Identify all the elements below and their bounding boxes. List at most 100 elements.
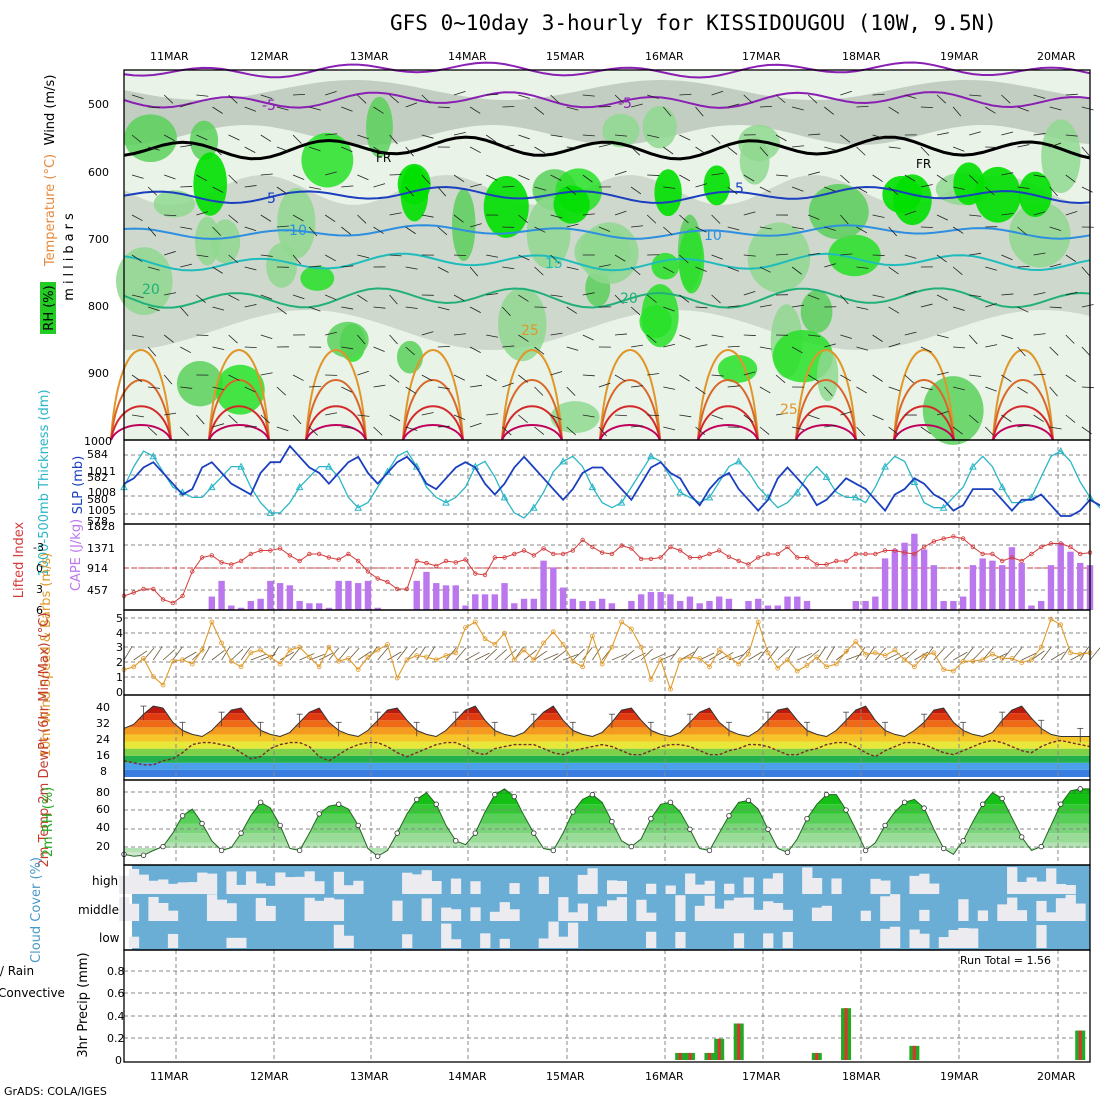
- wind-speed-marker: [619, 619, 625, 625]
- cloud-bar: [802, 867, 813, 894]
- cloud-bar: [314, 900, 325, 921]
- cloud-bar: [763, 933, 774, 948]
- wind-barb: [437, 266, 449, 273]
- wind-tick: 0: [116, 686, 123, 699]
- rh-marker: [550, 847, 557, 854]
- cape-bar: [364, 580, 372, 610]
- rh-green-region: [678, 228, 705, 294]
- precip-tick: 0.2: [107, 1032, 125, 1045]
- wind-barb: [663, 146, 674, 155]
- rh-marker: [570, 809, 576, 815]
- wind-barb: [147, 346, 157, 357]
- wind-barb: [759, 386, 771, 394]
- wind-barb: [1049, 106, 1062, 111]
- wind-barb: [695, 266, 707, 272]
- wind-barb: [920, 346, 932, 353]
- thickness-marker: [529, 503, 538, 511]
- wind-barb: [1060, 646, 1070, 661]
- wind-barb: [572, 648, 585, 661]
- slp-tick: 1011: [88, 465, 116, 478]
- warm-contour-arch: [697, 379, 759, 441]
- cape-bar: [1028, 605, 1035, 610]
- li-marker: [736, 558, 741, 564]
- cape-bar: [276, 583, 284, 610]
- wind-barb: [534, 426, 545, 435]
- wind-barb: [582, 94, 595, 97]
- wind-barb: [147, 306, 160, 312]
- wind-barb: [147, 146, 160, 151]
- wind-speed-marker: [1029, 657, 1034, 663]
- wind-speed-marker: [219, 640, 224, 646]
- cape-bar: [989, 560, 996, 610]
- wind-speed-marker: [941, 667, 947, 672]
- cape-bar: [462, 605, 469, 610]
- wind-barb: [719, 652, 734, 661]
- wind-barb: [630, 146, 641, 156]
- wind-barb: [1033, 211, 1046, 216]
- wind-barb: [953, 386, 965, 391]
- cloud-bar: [714, 908, 725, 921]
- wind-barb: [566, 426, 576, 436]
- wind-barb: [840, 411, 853, 416]
- wind-barb: [212, 146, 222, 156]
- wind-barb: [743, 414, 754, 423]
- wind-barb: [212, 186, 224, 193]
- cape-bar: [452, 585, 459, 610]
- contour-label: 5: [735, 181, 744, 197]
- wind-barb: [566, 266, 579, 271]
- thickness-line: [123, 450, 1100, 519]
- wind-barb: [630, 266, 641, 276]
- wind-barb: [518, 334, 529, 342]
- li-marker: [307, 551, 312, 557]
- wind-barb: [180, 263, 193, 268]
- warm-contour-arch: [599, 424, 661, 441]
- warm-contour-arch: [110, 424, 172, 441]
- wind-barb: [196, 134, 208, 141]
- cape-bar: [1067, 551, 1074, 610]
- wind-barb: [201, 645, 211, 661]
- li-marker: [902, 550, 907, 555]
- wind-barb: [309, 265, 322, 268]
- wind-barb: [695, 306, 708, 309]
- wind-barb: [357, 134, 369, 140]
- wind-barb: [1033, 94, 1046, 99]
- warm-contour-arch: [599, 405, 661, 441]
- rh-marker: [1077, 786, 1083, 792]
- cloud-bar: [685, 873, 696, 894]
- wind-barb: [743, 254, 756, 257]
- thickness-marker: [295, 483, 304, 491]
- wind-barb: [969, 214, 982, 217]
- wind-barb: [162, 649, 176, 661]
- wind-barb: [952, 266, 963, 275]
- wind-speed-marker: [424, 654, 429, 660]
- wind-speed-marker: [853, 639, 859, 644]
- cloud-bar: [353, 880, 364, 894]
- rh-marker: [862, 847, 869, 854]
- li-marker: [814, 562, 819, 567]
- wind-barb: [727, 186, 738, 195]
- wind-barb: [486, 334, 499, 338]
- rh-green-region: [366, 96, 393, 158]
- wind-barb: [1050, 651, 1065, 661]
- wind-barb: [405, 426, 418, 431]
- cape-tick: 914: [87, 562, 108, 575]
- cloud-bar: [724, 900, 735, 921]
- li-marker: [209, 553, 215, 558]
- pressure-axis-label: millibars: [62, 209, 77, 300]
- cloud-bar: [675, 931, 686, 948]
- contour-label: FR: [376, 151, 391, 165]
- precip-convective-bar: [707, 1052, 711, 1060]
- rh-green-region: [327, 321, 369, 358]
- cape-bar: [520, 598, 528, 610]
- wind-barb: [292, 374, 304, 381]
- wind-barb: [324, 214, 336, 223]
- contour-label: -5: [262, 98, 276, 114]
- wind-barb: [631, 225, 644, 228]
- wind-barb: [147, 226, 157, 237]
- li-marker: [785, 544, 790, 550]
- wind-speed-marker: [882, 653, 888, 658]
- wind-barb: [389, 254, 402, 257]
- wind-barb: [759, 266, 771, 273]
- temp-band: [124, 699, 1090, 706]
- wind-barb: [373, 384, 386, 388]
